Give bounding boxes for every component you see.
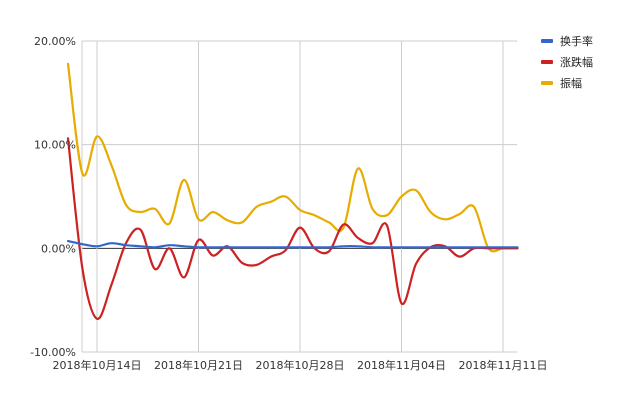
legend-label: 涨跌幅 <box>560 55 593 69</box>
legend-label: 振幅 <box>560 76 582 90</box>
legend-label: 换手率 <box>560 34 593 48</box>
x-tick-label: 2018年10月14日 <box>53 358 142 372</box>
y-tick-label: 0.00% <box>41 242 76 255</box>
y-tick-label: -10.00% <box>30 346 76 359</box>
legend-swatch <box>541 81 553 85</box>
y-tick-label: 20.00% <box>34 35 76 48</box>
legend-swatch <box>541 60 553 64</box>
x-tick-label: 2018年10月21日 <box>154 358 243 372</box>
axis-ticks: -10.00% 0.00% 10.00% 20.00% 2018年10月14日 2018年… <box>30 35 547 372</box>
y-tick-label: 10.00% <box>34 139 76 152</box>
legend-swatch <box>541 39 553 43</box>
grid <box>81 40 517 353</box>
series-lines <box>66 62 519 320</box>
x-tick-label: 2018年11月11日 <box>459 358 548 372</box>
series-line <box>66 62 519 253</box>
x-tick-label: 2018年10月28日 <box>256 358 345 372</box>
series-line <box>66 240 519 249</box>
x-tick-label: 2018年11月04日 <box>357 358 446 372</box>
series-line <box>66 137 519 320</box>
